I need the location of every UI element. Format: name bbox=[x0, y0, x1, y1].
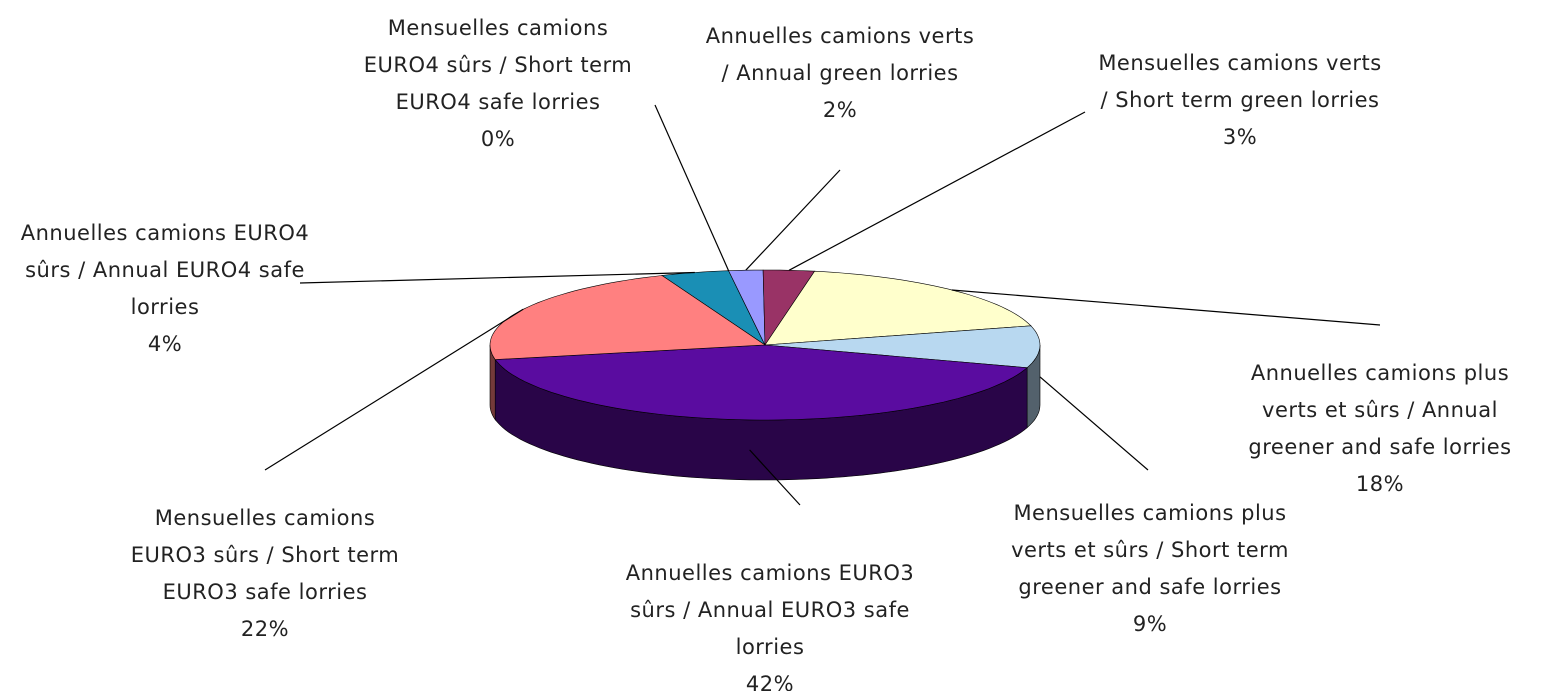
leader-line bbox=[951, 289, 1381, 326]
data-label: Annuelles camions EURO3 sûrs / Annual EU… bbox=[615, 555, 925, 691]
slice-name: Mensuelles camions verts / Short term gr… bbox=[1098, 51, 1382, 112]
slice-name: Mensuelles camions EURO3 sûrs / Short te… bbox=[130, 506, 400, 604]
leader-line bbox=[299, 271, 695, 284]
slice-value: 0% bbox=[480, 127, 516, 151]
slice-value: 18% bbox=[1355, 472, 1405, 496]
leader-line bbox=[1039, 376, 1149, 471]
slice bbox=[494, 344, 1028, 421]
slice-value: 42% bbox=[745, 672, 795, 691]
slice-name: Mensuelles camions plus verts et sûrs / … bbox=[1011, 501, 1289, 599]
slice-name: Annuelles camions EURO3 sûrs / Annual EU… bbox=[625, 561, 915, 659]
slice-value: 3% bbox=[1222, 125, 1258, 149]
slice bbox=[764, 325, 1041, 369]
data-label: Annuelles camions plus verts et sûrs / A… bbox=[1220, 355, 1540, 503]
data-label: Annuelles camions EURO4 sûrs / Annual EU… bbox=[20, 215, 310, 363]
slice-value: 4% bbox=[147, 332, 183, 356]
slice-name: Mensuelles camions EURO4 sûrs / Short te… bbox=[363, 16, 633, 114]
slice-name: Annuelles camions plus verts et sûrs / A… bbox=[1248, 361, 1512, 459]
data-label: Annuelles camions verts / Annual green l… bbox=[705, 18, 975, 129]
leader-line bbox=[749, 449, 801, 506]
slice-value: 2% bbox=[822, 98, 858, 122]
slice-value: 22% bbox=[240, 617, 290, 641]
data-label: Mensuelles camions EURO4 sûrs / Short te… bbox=[353, 10, 643, 158]
data-label: Mensuelles camions plus verts et sûrs / … bbox=[990, 495, 1310, 643]
slice-name: Annuelles camions EURO4 sûrs / Annual EU… bbox=[20, 221, 310, 319]
leader-line bbox=[788, 111, 1086, 271]
data-label: Mensuelles camions verts / Short term gr… bbox=[1095, 45, 1385, 156]
slice-value: 9% bbox=[1132, 612, 1168, 636]
leader-line bbox=[654, 104, 730, 271]
slice-name: Annuelles camions verts / Annual green l… bbox=[705, 24, 975, 85]
data-label: Mensuelles camions EURO3 sûrs / Short te… bbox=[115, 500, 415, 648]
leader-line bbox=[745, 169, 841, 271]
leader-line bbox=[264, 308, 524, 471]
